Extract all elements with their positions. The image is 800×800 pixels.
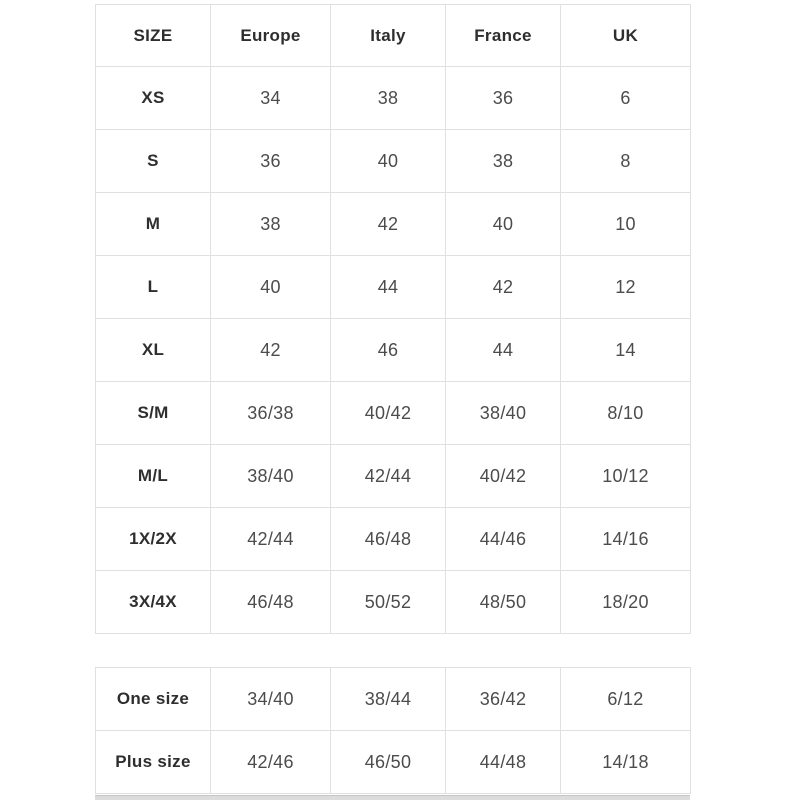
column-header: UK xyxy=(560,4,691,67)
size-value-cell: 36 xyxy=(210,129,331,193)
size-value-cell: 36 xyxy=(445,66,561,130)
size-value-cell: 42 xyxy=(330,192,446,256)
table-row: 1X/2X 42/44 46/48 44/46 14/16 xyxy=(95,507,691,571)
row-label: L xyxy=(95,255,211,319)
header-row: SIZE Europe Italy France UK xyxy=(95,4,691,67)
size-value-cell: 6/12 xyxy=(560,667,691,731)
size-value-cell: 34 xyxy=(210,66,331,130)
size-value-cell: 14/18 xyxy=(560,730,691,794)
size-value-cell: 46/50 xyxy=(330,730,446,794)
size-value-cell: 40/42 xyxy=(330,381,446,445)
row-label: M/L xyxy=(95,444,211,508)
table-row: S 36 40 38 8 xyxy=(95,129,691,193)
size-value-cell: 50/52 xyxy=(330,570,446,634)
row-label: 3X/4X xyxy=(95,570,211,634)
row-label: 1X/2X xyxy=(95,507,211,571)
size-value-cell: 40 xyxy=(330,129,446,193)
special-table-body: One size 34/40 38/44 36/42 6/12 Plus size 42/4… xyxy=(95,667,691,794)
size-value-cell: 40 xyxy=(210,255,331,319)
size-value-cell: 38 xyxy=(330,66,446,130)
size-value-cell: 34/40 xyxy=(210,667,331,731)
size-value-cell: 8 xyxy=(560,129,691,193)
size-value-cell: 14/16 xyxy=(560,507,691,571)
row-label: M xyxy=(95,192,211,256)
size-value-cell: 36/42 xyxy=(445,667,561,731)
size-value-cell: 44 xyxy=(445,318,561,382)
main-size-conversion-table: SIZE Europe Italy France UK XS 34 38 36 6 S 36 40 38… xyxy=(95,4,691,634)
size-value-cell: 40 xyxy=(445,192,561,256)
size-value-cell: 14 xyxy=(560,318,691,382)
size-value-cell: 42/46 xyxy=(210,730,331,794)
size-value-cell: 48/50 xyxy=(445,570,561,634)
table-row: XL 42 46 44 14 xyxy=(95,318,691,382)
column-header: Europe xyxy=(210,4,331,67)
column-header: Italy xyxy=(330,4,446,67)
row-label: XS xyxy=(95,66,211,130)
table-row: S/M 36/38 40/42 38/40 8/10 xyxy=(95,381,691,445)
special-size-conversion-table: One size 34/40 38/44 36/42 6/12 Plus size 42/4… xyxy=(95,667,691,794)
table-row: L 40 44 42 12 xyxy=(95,255,691,319)
size-value-cell: 44/48 xyxy=(445,730,561,794)
size-value-cell: 38/44 xyxy=(330,667,446,731)
size-value-cell: 6 xyxy=(560,66,691,130)
column-header: SIZE xyxy=(95,4,211,67)
size-value-cell: 46/48 xyxy=(330,507,446,571)
size-value-cell: 46/48 xyxy=(210,570,331,634)
size-value-cell: 10/12 xyxy=(560,444,691,508)
cut-off-next-element-edge xyxy=(95,795,690,800)
size-value-cell: 8/10 xyxy=(560,381,691,445)
row-label: S xyxy=(95,129,211,193)
size-value-cell: 12 xyxy=(560,255,691,319)
row-label: S/M xyxy=(95,381,211,445)
size-value-cell: 42/44 xyxy=(210,507,331,571)
size-value-cell: 38/40 xyxy=(445,381,561,445)
table-row: One size 34/40 38/44 36/42 6/12 xyxy=(95,667,691,731)
size-value-cell: 44/46 xyxy=(445,507,561,571)
size-value-cell: 40/42 xyxy=(445,444,561,508)
size-value-cell: 38 xyxy=(445,129,561,193)
main-table-body: XS 34 38 36 6 S 36 40 38 8 M 38 42 40 10 L 40 44 42 12 XL 42 4… xyxy=(95,66,691,634)
size-value-cell: 42 xyxy=(445,255,561,319)
column-header: France xyxy=(445,4,561,67)
size-value-cell: 44 xyxy=(330,255,446,319)
size-value-cell: 46 xyxy=(330,318,446,382)
size-value-cell: 10 xyxy=(560,192,691,256)
size-value-cell: 36/38 xyxy=(210,381,331,445)
table-row: 3X/4X 46/48 50/52 48/50 18/20 xyxy=(95,570,691,634)
size-value-cell: 42/44 xyxy=(330,444,446,508)
size-value-cell: 38/40 xyxy=(210,444,331,508)
size-value-cell: 42 xyxy=(210,318,331,382)
row-label: Plus size xyxy=(95,730,211,794)
table-row: XS 34 38 36 6 xyxy=(95,66,691,130)
size-value-cell: 38 xyxy=(210,192,331,256)
table-row: M 38 42 40 10 xyxy=(95,192,691,256)
table-row: M/L 38/40 42/44 40/42 10/12 xyxy=(95,444,691,508)
main-table-header: SIZE Europe Italy France UK xyxy=(95,4,691,67)
row-label: XL xyxy=(95,318,211,382)
table-row: Plus size 42/46 46/50 44/48 14/18 xyxy=(95,730,691,794)
size-value-cell: 18/20 xyxy=(560,570,691,634)
row-label: One size xyxy=(95,667,211,731)
